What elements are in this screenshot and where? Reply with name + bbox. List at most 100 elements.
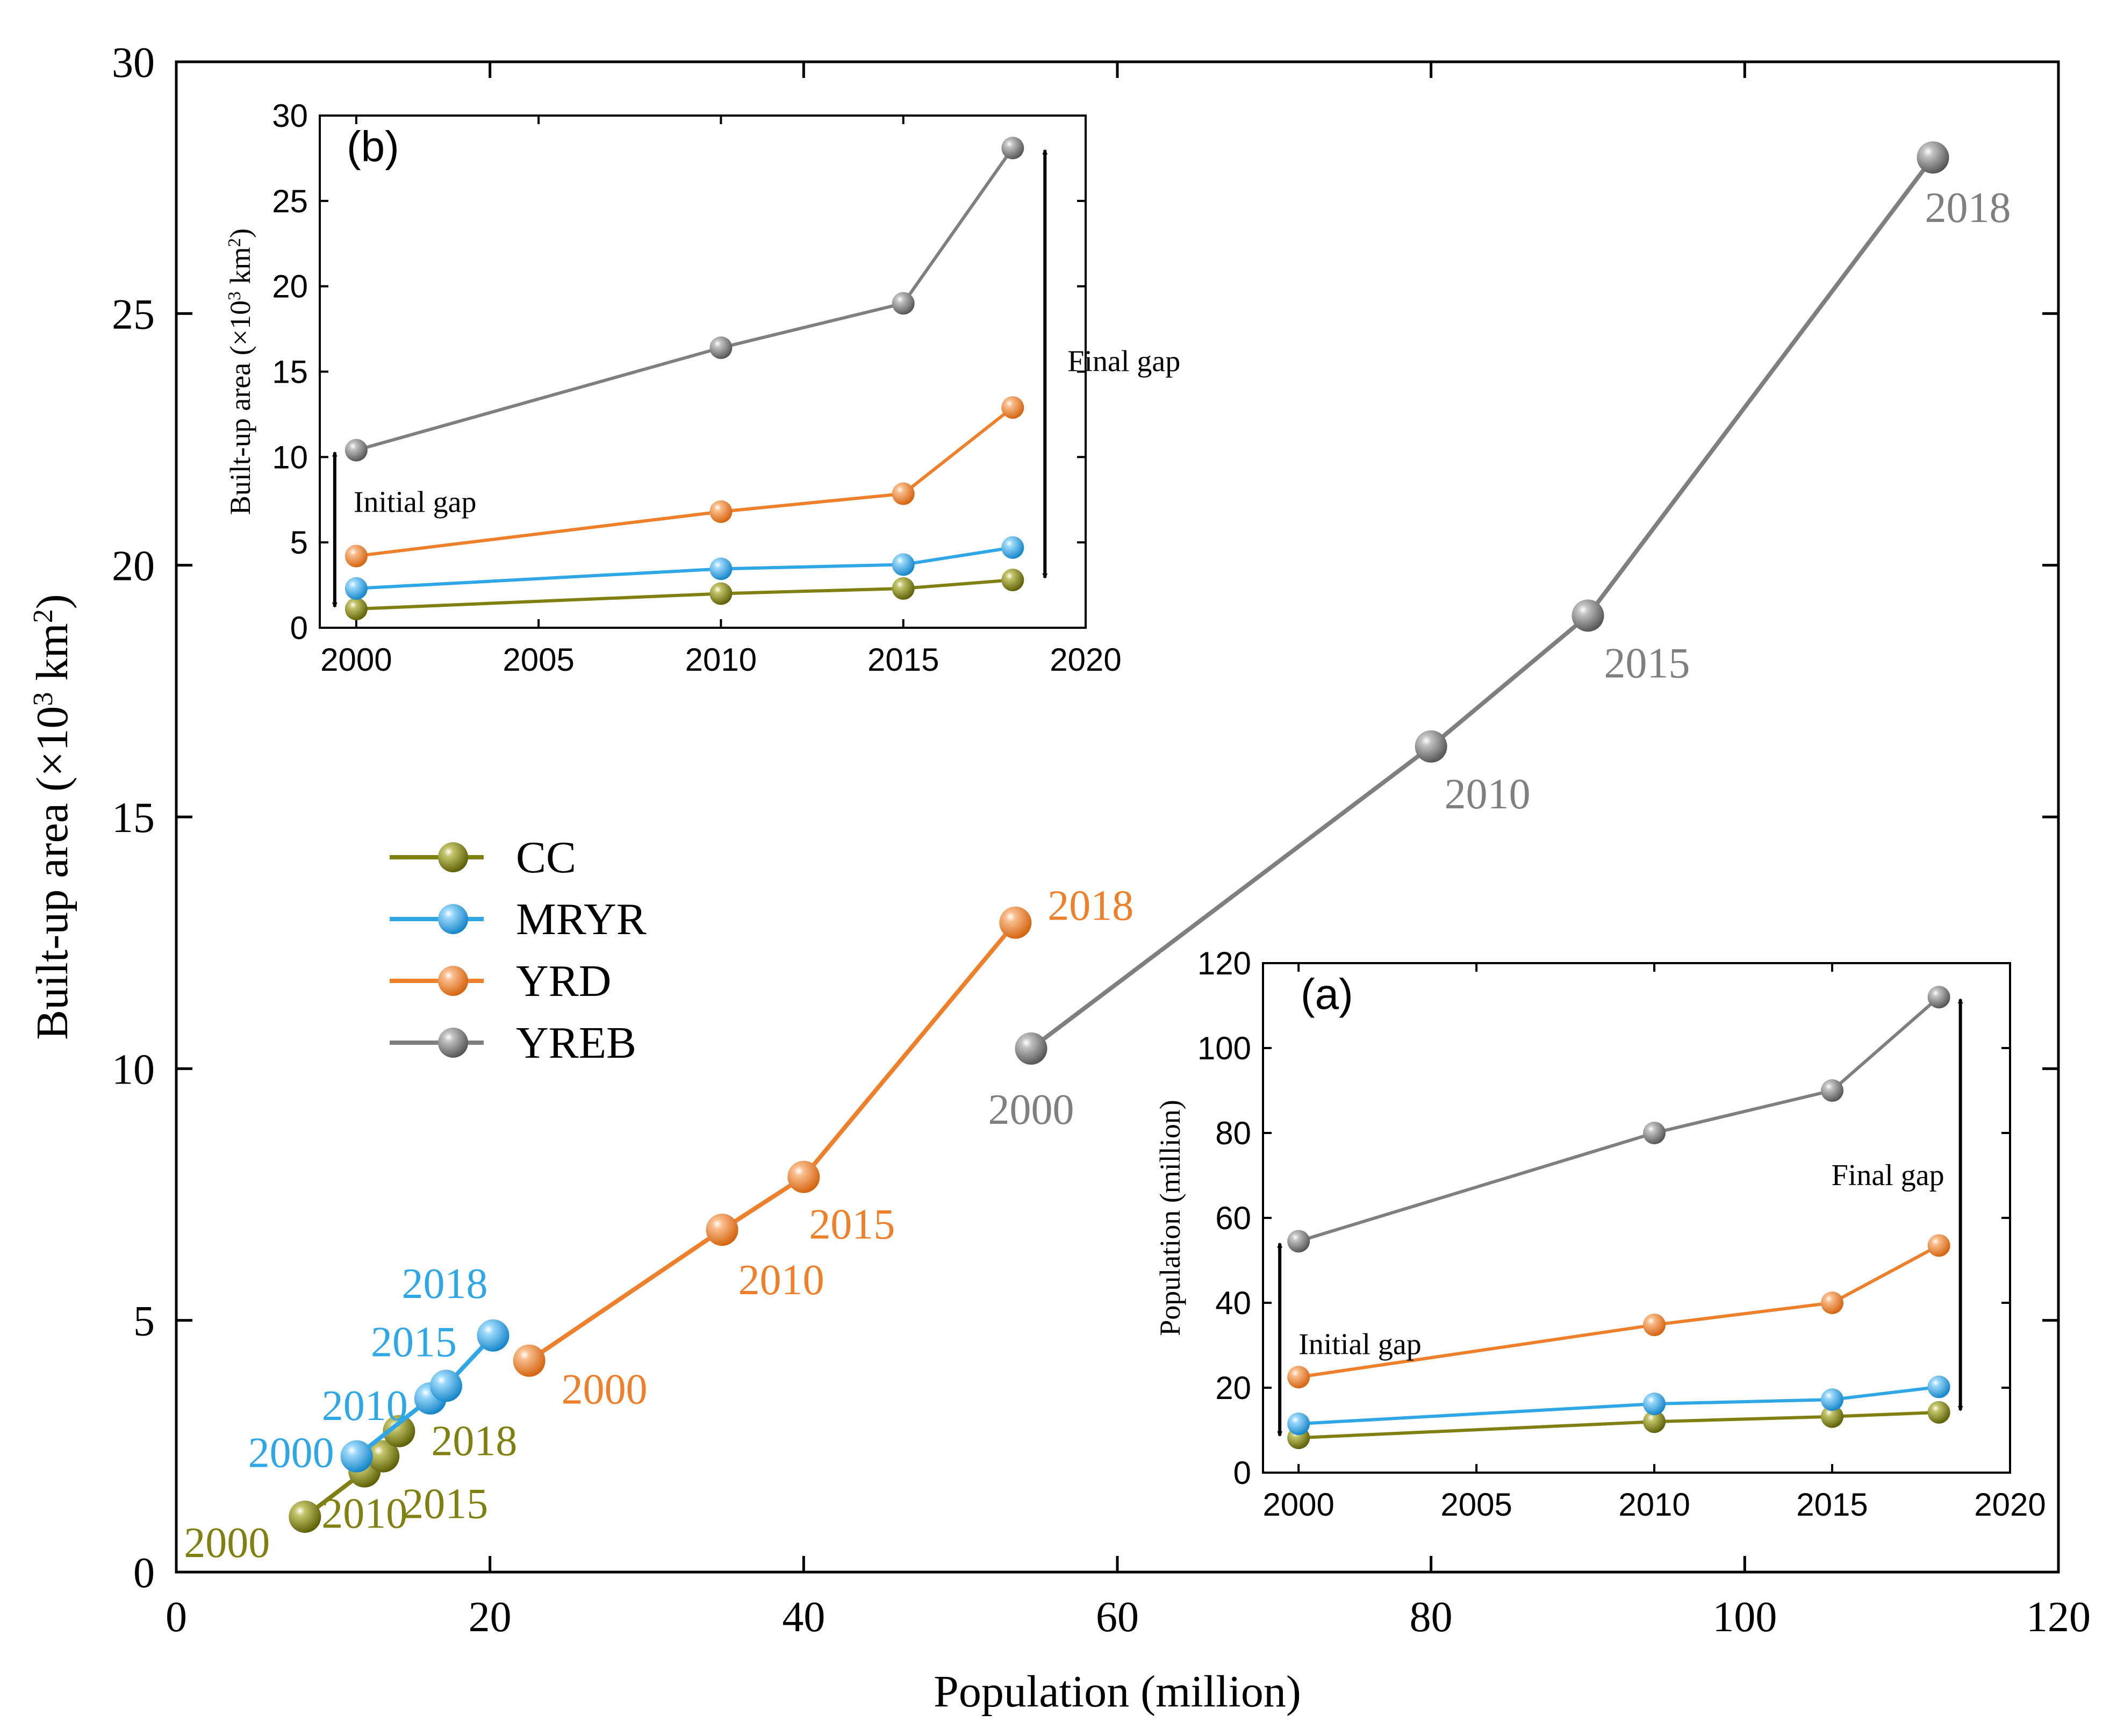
inset-b-point-yreb-2000 xyxy=(345,439,368,462)
legend-label-cc: CC xyxy=(516,833,576,883)
inset-a-point-cc-2010 xyxy=(1643,1410,1666,1433)
inset-b-point-yrd-2018 xyxy=(1001,396,1024,419)
main-ytick-label: 15 xyxy=(112,794,155,842)
inset-a-gap-label-initial-gap: Initial gap xyxy=(1298,1328,1422,1361)
inset-a-point-yrd-2010 xyxy=(1643,1314,1666,1337)
legend-label-mryr: MRYR xyxy=(516,894,647,944)
inset-b-series-line-mryr xyxy=(356,546,1013,590)
inset-a-ytick-label: 80 xyxy=(1215,1115,1251,1151)
main-year-label-yrd-2000: 2000 xyxy=(562,1366,648,1414)
inset-b-ytick-label: 25 xyxy=(272,183,308,219)
inset-a-xtick-label: 2000 xyxy=(1262,1487,1334,1523)
inset-b-xtick-label: 2020 xyxy=(1050,642,1121,678)
inset-b-point-mryr-2018 xyxy=(1001,536,1024,559)
inset-b-series-line-cc xyxy=(356,578,1013,611)
inset-b-ytick-label: 0 xyxy=(290,610,308,646)
legend-label-yreb: YREB xyxy=(516,1018,636,1068)
inset-b-point-cc-2018 xyxy=(1001,569,1024,592)
inset-b-point-yreb-2018 xyxy=(1001,137,1024,160)
inset-a-point-yreb-2018 xyxy=(1927,986,1950,1009)
main-year-label-yrd-2015: 2015 xyxy=(809,1201,895,1249)
inset-b-ytick-label: 10 xyxy=(272,439,308,475)
main-point-cc-2000 xyxy=(289,1500,321,1533)
inset-a-ytick-label: 60 xyxy=(1215,1200,1251,1236)
inset-b-point-yrd-2015 xyxy=(892,482,915,505)
inset-a-background xyxy=(1161,952,2032,1553)
inset-a-point-cc-2015 xyxy=(1821,1405,1844,1428)
inset-b-ytick-label: 20 xyxy=(272,269,308,305)
main-y-axis-label: Built-up area (×103 km2) xyxy=(27,594,77,1040)
inset-a-point-yreb-2015 xyxy=(1821,1079,1844,1102)
main-xtick-label: 100 xyxy=(1712,1594,1777,1641)
inset-a-point-yrd-2000 xyxy=(1287,1366,1310,1389)
main-point-yrd-2018 xyxy=(999,906,1032,939)
inset-a-point-yrd-2018 xyxy=(1927,1234,1950,1257)
inset-a-point-yrd-2015 xyxy=(1821,1292,1844,1314)
inset-b-xtick-label: 2005 xyxy=(503,642,574,678)
main-year-label-mryr-2018: 2018 xyxy=(402,1260,488,1308)
inset-b-plot: 2000 2005 2010 2015 2020 0 5 10 15 20 25 30 Built-up… xyxy=(224,98,1180,708)
main-ytick-label: 5 xyxy=(133,1298,155,1345)
inset-a-series-line-yrd xyxy=(1298,1244,1940,1379)
inset-b-ytick-label: 15 xyxy=(272,354,308,390)
main-year-label-cc-2015: 2015 xyxy=(402,1481,488,1528)
inset-a-xtick-label: 2005 xyxy=(1440,1487,1512,1523)
inset-a-series-line-cc xyxy=(1298,1410,1939,1440)
legend-swatch-marker-yreb xyxy=(438,1028,468,1058)
main-year-label-cc-2000: 2000 xyxy=(184,1519,270,1567)
main-year-label-cc-2018: 2018 xyxy=(431,1418,517,1465)
inset-b-xtick-label: 2000 xyxy=(320,642,392,678)
inset-b-gap-label-initial-gap: Initial gap xyxy=(354,486,477,519)
main-year-label-mryr-2010: 2010 xyxy=(322,1382,408,1430)
main-point-yrd-2015 xyxy=(787,1160,820,1193)
inset-a-point-mryr-2018 xyxy=(1927,1375,1950,1398)
main-series-line-yreb xyxy=(1030,156,1935,1051)
inset-b-panel-label: (b) xyxy=(347,123,399,170)
main-ytick-label: 30 xyxy=(112,39,155,87)
main-ytick-label: 20 xyxy=(112,543,155,590)
inset-a-ytick-label: 100 xyxy=(1197,1030,1251,1066)
inset-a-point-mryr-2015 xyxy=(1821,1388,1844,1411)
inset-b-y-axis-label: Built-up area (×103 km2) xyxy=(224,228,256,515)
main-point-mryr-2018 xyxy=(477,1319,509,1352)
main-xtick-label: 20 xyxy=(469,1594,512,1641)
main-point-yreb-2010 xyxy=(1415,730,1447,763)
main-xtick-label: 60 xyxy=(1096,1594,1139,1641)
inset-b-ytick-label: 5 xyxy=(290,525,308,561)
main-ytick-label: 25 xyxy=(112,291,155,338)
inset-b-point-yrd-2000 xyxy=(345,544,368,568)
main-point-cc-2015 xyxy=(367,1440,400,1473)
inset-b-point-cc-2000 xyxy=(345,598,368,621)
inset-a-series-line-mryr xyxy=(1298,1385,1939,1426)
legend-swatch-marker-mryr xyxy=(438,904,468,934)
inset-b-xtick-label: 2010 xyxy=(685,642,757,678)
main-year-label-yreb-2000: 2000 xyxy=(988,1086,1074,1134)
legend: CC MRYR YRD YREB xyxy=(390,833,647,1068)
inset-a-y-axis-label: Population (million) xyxy=(1154,1100,1186,1336)
inset-b-point-mryr-2000 xyxy=(345,577,368,600)
main-year-label-yrd-2010: 2010 xyxy=(738,1257,824,1304)
main-point-yrd-2000 xyxy=(513,1344,546,1377)
inset-a-plot: 2000 2005 2010 2015 2020 0 20 40 60 80 100 120 Popul… xyxy=(1154,945,2046,1553)
main-point-mryr-2015 xyxy=(429,1369,462,1402)
main-point-yrd-2010 xyxy=(706,1214,738,1246)
main-year-label-yreb-2018: 2018 xyxy=(1925,184,2011,232)
inset-b-point-yreb-2015 xyxy=(892,292,915,315)
main-year-label-cc-2010: 2010 xyxy=(321,1490,407,1538)
inset-a-gap-label-final-gap: Final gap xyxy=(1832,1159,1944,1192)
inset-a-ytick-label: 0 xyxy=(1233,1455,1251,1491)
main-point-cc-2018 xyxy=(383,1415,415,1447)
inset-a-panel-label: (a) xyxy=(1301,970,1353,1018)
main-ytick-label: 10 xyxy=(112,1046,155,1093)
main-point-mryr-2000 xyxy=(340,1440,373,1473)
main-point-yreb-2015 xyxy=(1571,599,1604,632)
main-xtick-label: 40 xyxy=(782,1594,825,1641)
inset-a-point-cc-2018 xyxy=(1927,1401,1950,1424)
inset-a-point-mryr-2000 xyxy=(1287,1412,1310,1436)
inset-b-gap-label-final-gap: Final gap xyxy=(1067,345,1180,378)
inset-b-point-cc-2010 xyxy=(709,582,733,605)
inset-a-series-line-yreb xyxy=(1298,995,1940,1243)
inset-a-ytick-label: 20 xyxy=(1215,1370,1251,1406)
